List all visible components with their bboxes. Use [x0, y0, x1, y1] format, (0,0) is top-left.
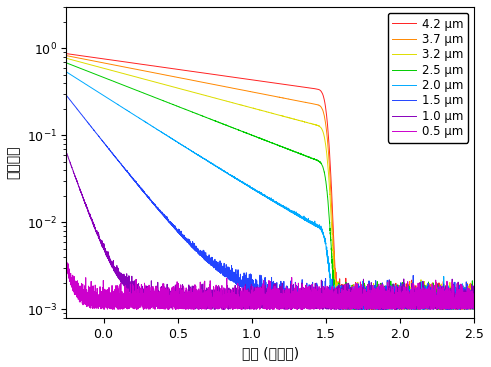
3.2 μm: [471, 302, 477, 306]
3.2 μm: [225, 99, 231, 104]
2.0 μm: [429, 301, 435, 305]
4.2 μm: [429, 299, 435, 303]
1.0 μm: [225, 297, 231, 301]
3.2 μm: [429, 299, 435, 304]
0.5 μm: [471, 299, 477, 303]
3.7 μm: [187, 77, 192, 82]
3.7 μm: [420, 298, 426, 302]
1.5 μm: [420, 304, 426, 309]
2.5 μm: [471, 292, 477, 296]
4.2 μm: [187, 69, 192, 73]
2.5 μm: [383, 307, 389, 312]
X-axis label: 時間 (ナノ秒): 時間 (ナノ秒): [242, 346, 299, 360]
3.7 μm: [471, 298, 477, 303]
1.5 μm: [471, 304, 477, 308]
2.5 μm: [420, 306, 426, 310]
3.7 μm: [429, 297, 435, 301]
4.2 μm: [144, 63, 150, 67]
Line: 3.7 μm: 3.7 μm: [66, 56, 474, 309]
1.5 μm: [429, 299, 435, 304]
2.0 μm: [420, 303, 426, 307]
Line: 3.2 μm: 3.2 μm: [66, 58, 474, 309]
1.0 μm: [63, 150, 69, 155]
3.7 μm: [63, 54, 69, 58]
3.7 μm: [144, 69, 150, 74]
3.2 μm: [420, 292, 426, 297]
1.0 μm: [420, 304, 426, 308]
1.0 μm: [187, 294, 192, 298]
0.5 μm: [83, 302, 89, 306]
2.0 μm: [144, 121, 150, 125]
4.2 μm: [83, 54, 89, 59]
1.0 μm: [144, 300, 150, 304]
0.5 μm: [225, 298, 231, 302]
4.2 μm: [364, 307, 370, 312]
2.5 μm: [429, 306, 435, 310]
4.2 μm: [63, 51, 69, 56]
2.0 μm: [225, 172, 231, 176]
2.0 μm: [360, 307, 366, 312]
2.5 μm: [63, 61, 69, 65]
0.5 μm: [187, 303, 192, 308]
3.2 μm: [444, 307, 450, 312]
3.2 μm: [187, 89, 192, 94]
1.5 μm: [83, 118, 89, 123]
Line: 4.2 μm: 4.2 μm: [66, 54, 474, 309]
2.0 μm: [471, 300, 477, 304]
2.0 μm: [63, 70, 69, 74]
4.2 μm: [471, 306, 477, 310]
1.0 μm: [471, 295, 477, 299]
0.5 μm: [144, 302, 150, 306]
0.5 μm: [421, 306, 427, 311]
1.0 μm: [455, 307, 461, 312]
Legend: 4.2 μm, 3.7 μm, 3.2 μm, 2.5 μm, 2.0 μm, 1.5 μm, 1.0 μm, 0.5 μm: 4.2 μm, 3.7 μm, 3.2 μm, 2.5 μm, 2.0 μm, …: [388, 13, 468, 143]
3.2 μm: [63, 56, 69, 61]
2.0 μm: [187, 148, 192, 152]
1.5 μm: [225, 276, 231, 280]
0.5 μm: [64, 258, 70, 263]
1.5 μm: [144, 193, 150, 198]
2.5 μm: [187, 109, 192, 113]
0.5 μm: [429, 281, 435, 286]
Line: 1.0 μm: 1.0 μm: [66, 153, 474, 309]
Y-axis label: 発光強度: 発光強度: [7, 146, 21, 179]
2.0 μm: [83, 82, 89, 87]
1.0 μm: [83, 202, 89, 207]
1.5 μm: [379, 307, 384, 312]
3.7 μm: [83, 57, 89, 62]
4.2 μm: [420, 304, 426, 308]
2.5 μm: [144, 92, 150, 97]
1.5 μm: [187, 241, 192, 246]
0.5 μm: [173, 307, 179, 312]
2.5 μm: [83, 68, 89, 73]
1.5 μm: [63, 93, 69, 98]
2.5 μm: [225, 124, 231, 128]
3.7 μm: [225, 85, 231, 90]
Line: 2.0 μm: 2.0 μm: [66, 72, 474, 309]
4.2 μm: [225, 74, 231, 79]
0.5 μm: [63, 263, 69, 268]
3.2 μm: [83, 61, 89, 66]
1.0 μm: [429, 291, 435, 295]
Line: 0.5 μm: 0.5 μm: [66, 261, 474, 309]
3.7 μm: [393, 307, 399, 312]
Line: 2.5 μm: 2.5 μm: [66, 63, 474, 309]
Line: 1.5 μm: 1.5 μm: [66, 95, 474, 309]
3.2 μm: [144, 78, 150, 82]
